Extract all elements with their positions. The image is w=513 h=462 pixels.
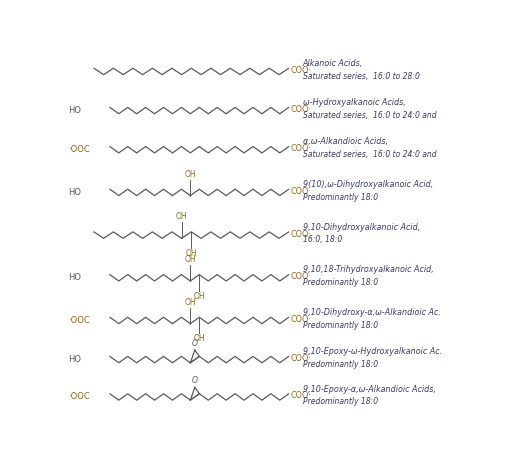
Text: Predominantly 18:0: Predominantly 18:0 bbox=[303, 193, 378, 201]
Text: OH: OH bbox=[193, 292, 205, 301]
Text: HO: HO bbox=[68, 274, 81, 282]
Text: OH: OH bbox=[185, 298, 196, 307]
Text: ·OOC: ·OOC bbox=[68, 145, 90, 154]
Text: COO·: COO· bbox=[290, 391, 311, 401]
Text: ·OOC: ·OOC bbox=[68, 316, 90, 325]
Text: OH: OH bbox=[185, 255, 196, 264]
Text: Saturated series,  16:0 to 24:0 and: Saturated series, 16:0 to 24:0 and bbox=[303, 111, 436, 120]
Text: HO: HO bbox=[68, 188, 81, 197]
Text: 9(10),ω-Dihydroxyalkanoic Acid,: 9(10),ω-Dihydroxyalkanoic Acid, bbox=[303, 180, 433, 189]
Text: OH: OH bbox=[186, 249, 197, 258]
Text: HO: HO bbox=[68, 106, 81, 115]
Text: COO·: COO· bbox=[290, 315, 311, 324]
Text: OH: OH bbox=[176, 212, 187, 221]
Text: 9,10,18-Trihydroxyalkanoic Acid,: 9,10,18-Trihydroxyalkanoic Acid, bbox=[303, 266, 433, 274]
Text: COO·: COO· bbox=[290, 230, 311, 239]
Text: Predominantly 18:0: Predominantly 18:0 bbox=[303, 321, 378, 329]
Text: O: O bbox=[192, 376, 198, 385]
Text: 9,10-Epoxy-ω-Hydroxyalkanoic Ac.: 9,10-Epoxy-ω-Hydroxyalkanoic Ac. bbox=[303, 347, 442, 356]
Text: Predominantly 18:0: Predominantly 18:0 bbox=[303, 278, 378, 287]
Text: COO·: COO· bbox=[290, 105, 311, 114]
Text: COO·: COO· bbox=[290, 272, 311, 281]
Text: ω-Hydroxyalkanoic Acids,: ω-Hydroxyalkanoic Acids, bbox=[303, 98, 405, 107]
Text: Alkanoic Acids,: Alkanoic Acids, bbox=[303, 59, 363, 68]
Text: 9,10-Dihydroxy-α,ω-Alkandioic Ac.: 9,10-Dihydroxy-α,ω-Alkandioic Ac. bbox=[303, 308, 441, 317]
Text: α,ω-Alkandioic Acids,: α,ω-Alkandioic Acids, bbox=[303, 137, 388, 146]
Text: COO·: COO· bbox=[290, 66, 311, 75]
Text: Predominantly 18:0: Predominantly 18:0 bbox=[303, 397, 378, 406]
Text: O: O bbox=[192, 339, 198, 348]
Text: ·OOC: ·OOC bbox=[68, 392, 90, 401]
Text: Saturated series,  16:0 to 28:0: Saturated series, 16:0 to 28:0 bbox=[303, 72, 420, 80]
Text: Predominantly 18:0: Predominantly 18:0 bbox=[303, 360, 378, 369]
Text: OH: OH bbox=[193, 334, 205, 343]
Text: 9,10-Dihydroxyalkanoic Acid,: 9,10-Dihydroxyalkanoic Acid, bbox=[303, 223, 420, 232]
Text: 9,10-Epoxy-α,ω-Alkandioic Acids,: 9,10-Epoxy-α,ω-Alkandioic Acids, bbox=[303, 385, 436, 394]
Text: COO·: COO· bbox=[290, 144, 311, 153]
Text: 16:0, 18:0: 16:0, 18:0 bbox=[303, 235, 342, 244]
Text: OH: OH bbox=[185, 170, 196, 178]
Text: Saturated series,  16:0 to 24:0 and: Saturated series, 16:0 to 24:0 and bbox=[303, 150, 436, 159]
Text: HO: HO bbox=[68, 355, 81, 364]
Text: COO·: COO· bbox=[290, 354, 311, 363]
Text: COO·: COO· bbox=[290, 187, 311, 196]
